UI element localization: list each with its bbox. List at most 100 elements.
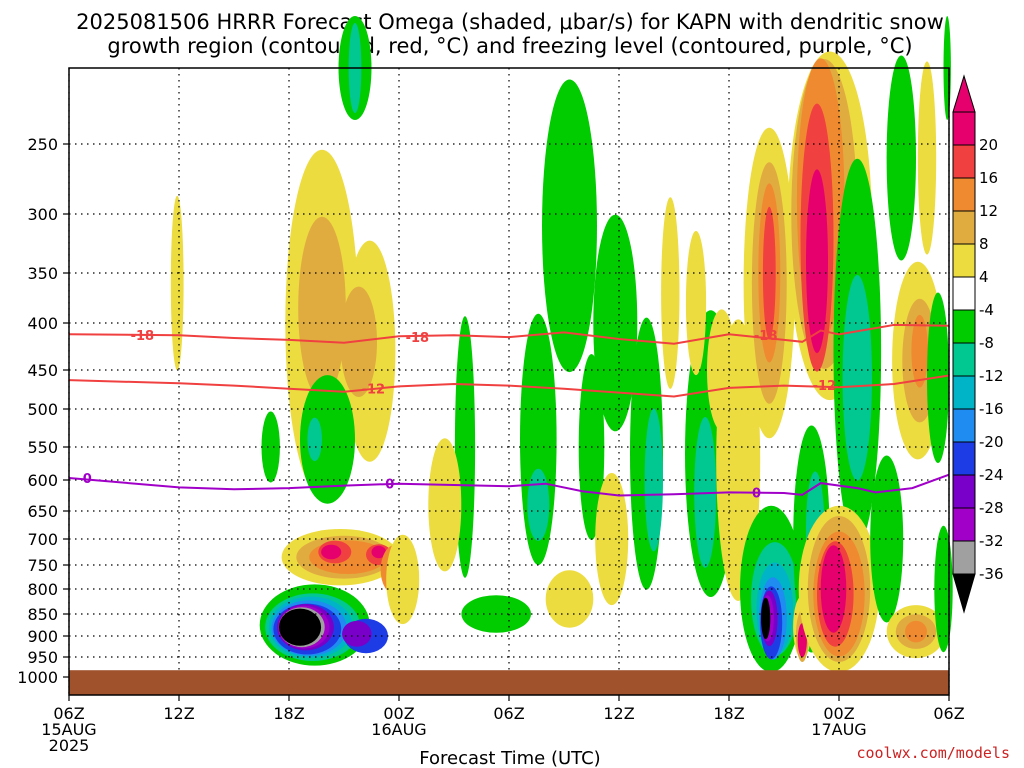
omega-cell-pink	[321, 544, 342, 560]
x-tick-label: 06Z	[493, 704, 524, 723]
omega-cell-black	[278, 608, 322, 646]
omega-cell-green	[870, 455, 904, 623]
omega-cell-yellow	[685, 230, 707, 376]
contour-lines: -18 -18 -18 -12 -12 0 0 0	[68, 323, 950, 501]
colorbar-label: -4	[979, 301, 994, 319]
x-tick-label: 16AUG	[371, 720, 426, 739]
contour-0	[68, 473, 950, 497]
omega-cell-pink	[806, 169, 828, 354]
omega-cell-orange	[911, 314, 928, 388]
y-tick-label: 850	[27, 605, 58, 624]
omega-cell-green	[886, 55, 916, 261]
y-tick-label: 600	[27, 471, 58, 490]
ground-surface	[69, 670, 949, 695]
omega-cell-yellow	[428, 438, 462, 572]
omega-cell-green	[261, 411, 280, 483]
x-tick-label: 06Z	[53, 704, 84, 723]
colorbar-label: 12	[979, 202, 998, 220]
contour-label: -18	[131, 329, 155, 344]
contour--18	[68, 323, 950, 345]
x-tick-label: 2025	[49, 736, 90, 755]
x-tick-label: 17AUG	[811, 720, 866, 739]
colorbar-swatch	[952, 276, 976, 311]
chart-title-line1: 2025081506 HRRR Forecast Omega (shaded, …	[76, 10, 944, 34]
omega-cell-black	[761, 597, 771, 640]
colorbar-label: 16	[979, 169, 998, 187]
colorbar-label: 4	[979, 268, 989, 286]
y-tick-label: 750	[27, 556, 58, 575]
y-tick-label: 300	[27, 205, 58, 224]
colorbar-swatch	[952, 243, 976, 278]
plot-area: -18 -18 -18 -12 -12 0 0 0	[68, 16, 953, 696]
x-axis-label: Forecast Time (UTC)	[419, 748, 600, 768]
chart-title-line2: growth region (contoured, red, °C) and f…	[107, 34, 912, 58]
x-tick-label: 18Z	[713, 704, 744, 723]
colorbar-label: -8	[979, 334, 994, 352]
colorbar-swatch	[952, 342, 976, 377]
colorbar-swatch	[952, 540, 976, 575]
omega-cell-pink	[820, 545, 847, 633]
colorbar-swatch	[952, 111, 976, 146]
colorbar-label: -32	[979, 532, 1004, 550]
y-tick-label: 950	[27, 648, 58, 667]
colorbar-swatch	[952, 375, 976, 410]
colorbar: 20 16 12 8 4 -4 -8 -12 -16 -20 -24 -28 -32 -36	[952, 74, 1004, 614]
colorbar-swatch	[952, 507, 976, 542]
omega-cell-teal	[842, 275, 872, 481]
x-tick-label: 12Z	[163, 704, 194, 723]
x-tick-label: 15AUG	[41, 720, 96, 739]
omega-cell-yellow	[595, 472, 629, 606]
contour-label: 0	[385, 478, 394, 493]
colorbar-swatch	[952, 177, 976, 212]
omega-cell-yellow	[545, 570, 594, 628]
colorbar-label: 8	[979, 235, 989, 253]
omega-cell-yellow	[661, 197, 680, 389]
y-tick-label: 250	[27, 135, 58, 154]
omega-cell-yellow	[170, 195, 184, 371]
colorbar-swatch	[952, 309, 976, 344]
omega-shaded-field	[170, 16, 953, 673]
colorbar-label: -20	[979, 433, 1004, 451]
colorbar-label: -16	[979, 400, 1004, 418]
contour-label: 0	[83, 472, 92, 487]
omega-cell-green	[542, 79, 597, 373]
colorbar-swatch	[952, 441, 976, 476]
contour-label: -18	[406, 331, 430, 346]
omega-cell-yellow	[707, 309, 737, 431]
omega-cell-yellow	[386, 534, 420, 625]
omega-cell-red	[762, 206, 776, 340]
x-tick-label: 12Z	[603, 704, 634, 723]
omega-cell-green	[300, 375, 355, 504]
omega-cell-tan	[298, 216, 346, 400]
y-tick-label: 400	[27, 314, 58, 333]
contour-label: 0	[752, 486, 761, 501]
x-tick-label: 00Z	[823, 704, 854, 723]
colorbar-swatch	[952, 210, 976, 245]
y-tick-label: 650	[27, 502, 58, 521]
y-axis: 250 300 350 400 450 500 550 600 650 700 750 800 850 9…	[17, 135, 69, 687]
contour-label: -12	[813, 379, 837, 394]
omega-cell-yellow	[917, 61, 937, 255]
colorbar-top-arrow	[952, 74, 976, 113]
colorbar-swatch	[952, 408, 976, 443]
y-tick-label: 450	[27, 361, 58, 380]
colorbar-label: 20	[979, 136, 998, 154]
y-tick-label: 800	[27, 580, 58, 599]
omega-cell-pink	[371, 545, 387, 559]
colorbar-label: -24	[979, 466, 1004, 484]
credit-text: coolwx.com/models	[856, 744, 1010, 762]
omega-cell-green	[934, 525, 953, 653]
colorbar-bottom-arrow	[952, 573, 976, 614]
colorbar-label: -36	[979, 565, 1004, 583]
contour-label: -18	[754, 329, 778, 344]
omega-cell-teal	[644, 408, 663, 552]
contour--12	[68, 374, 950, 398]
colorbar-label: -12	[979, 367, 1004, 385]
x-tick-label: 06Z	[933, 704, 964, 723]
colorbar-swatch	[952, 144, 976, 179]
omega-cell-teal	[307, 417, 323, 462]
y-tick-label: 550	[27, 438, 58, 457]
contour-label: -12	[362, 383, 386, 398]
